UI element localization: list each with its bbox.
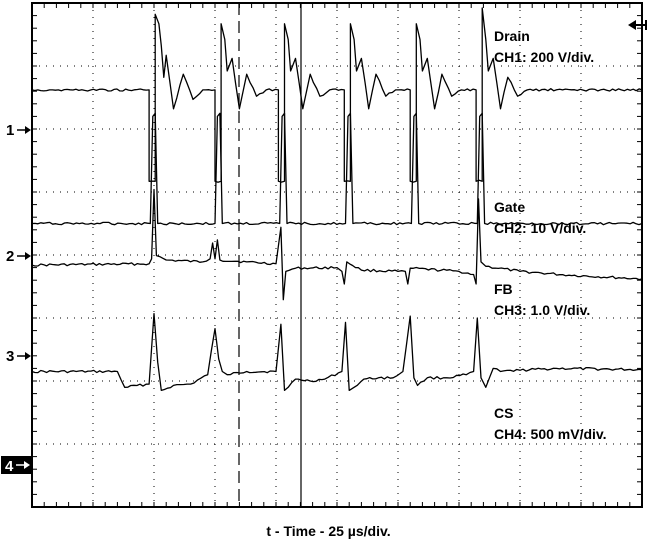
gate-scale-label: CH2: 10 V/div. xyxy=(494,220,586,236)
channel-4-marker: 4 xyxy=(1,456,31,475)
channel-3-marker: 3 xyxy=(6,348,31,365)
channel-3-number: 3 xyxy=(6,348,14,365)
trace-cs xyxy=(31,312,643,392)
trace-fb xyxy=(31,188,643,301)
channel-2-marker: 2 xyxy=(6,248,31,265)
gate-label: Gate xyxy=(494,199,525,215)
drain-scale-label: CH1: 200 V/div. xyxy=(494,49,594,65)
graticule xyxy=(31,2,643,508)
channel-4-number: 4 xyxy=(5,458,14,475)
x-axis-label: t - Time - 25 µs/div. xyxy=(266,523,391,539)
cs-scale-label: CH4: 500 mV/div. xyxy=(494,426,607,442)
cs-label: CS xyxy=(494,405,513,421)
trace-drain xyxy=(31,7,643,183)
fb-scale-label: CH3: 1.0 V/div. xyxy=(494,302,590,318)
channel-1-number: 1 xyxy=(6,122,14,139)
traces xyxy=(31,7,643,392)
trace-gate xyxy=(31,112,643,226)
channel-1-marker: 1 xyxy=(6,122,31,139)
time-cursors xyxy=(238,3,302,507)
trigger-arrow-icon xyxy=(628,20,647,30)
drain-label: Drain xyxy=(494,28,530,44)
fb-label: FB xyxy=(494,281,513,297)
channel-2-number: 2 xyxy=(6,248,14,265)
